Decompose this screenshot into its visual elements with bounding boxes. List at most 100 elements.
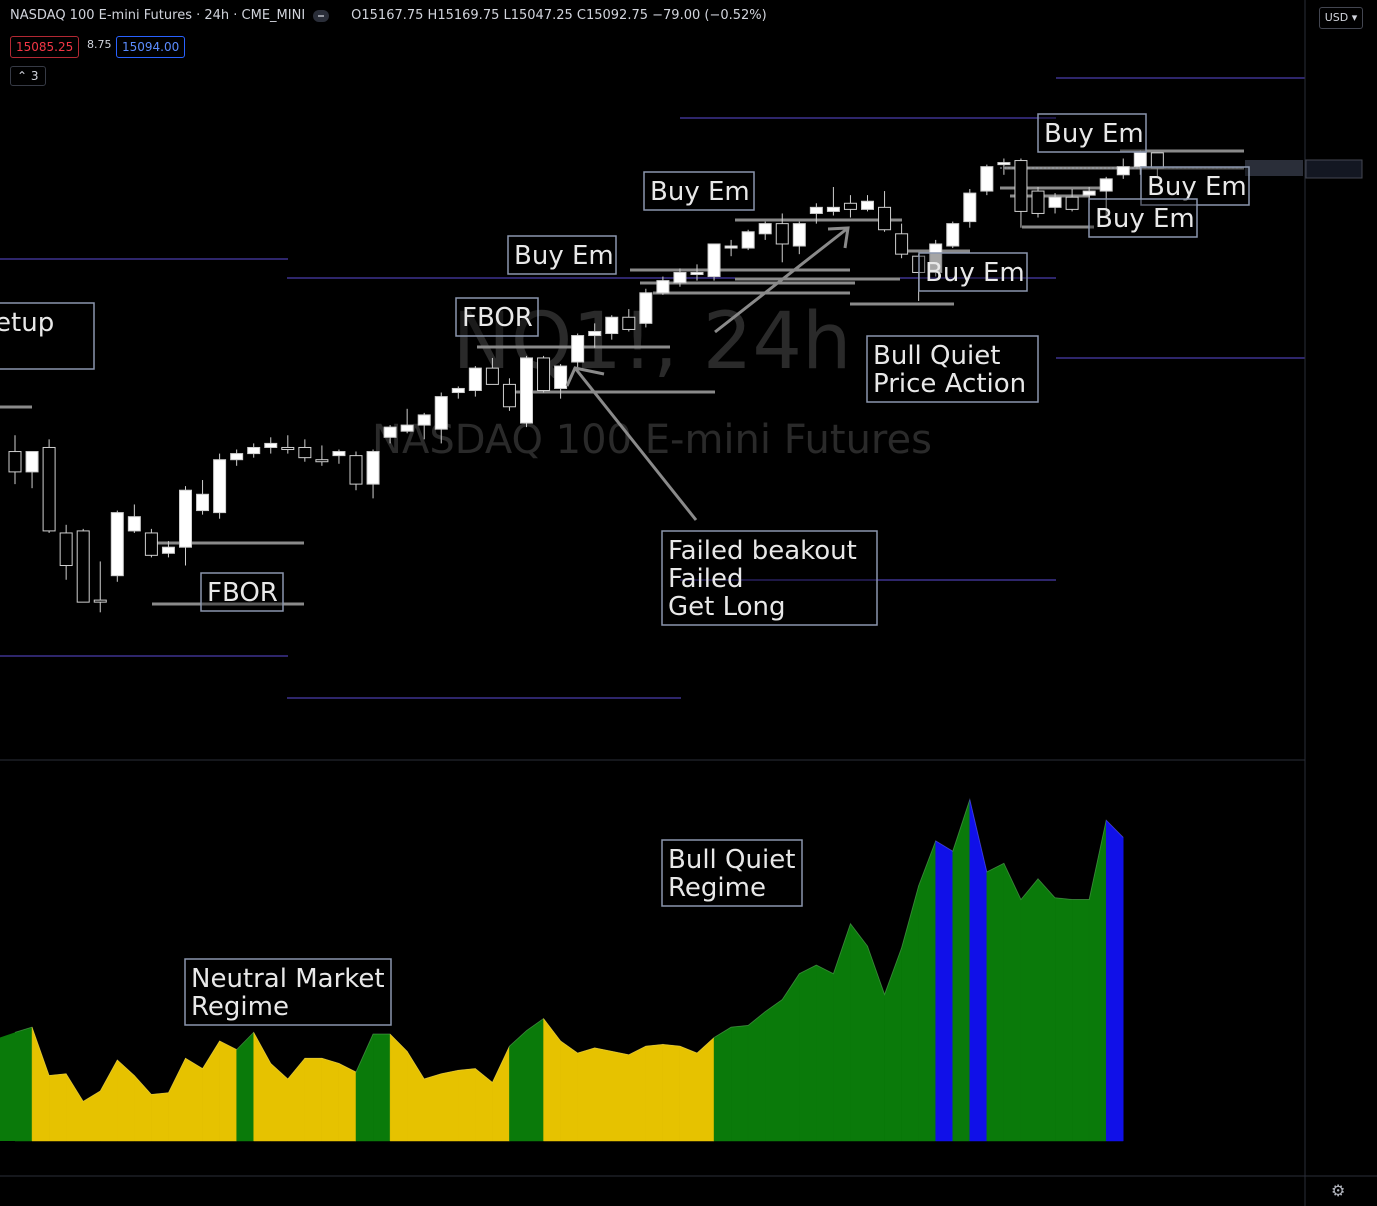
regime-area-segment bbox=[816, 964, 834, 1142]
candle-body bbox=[298, 446, 312, 459]
candle-body bbox=[758, 223, 772, 235]
candle-body bbox=[741, 231, 755, 249]
candle-body bbox=[929, 243, 943, 273]
candle-body bbox=[707, 243, 721, 278]
candle-body bbox=[571, 335, 585, 363]
regime-area-segment bbox=[14, 1026, 33, 1142]
candle-body bbox=[264, 442, 278, 448]
candle-body bbox=[400, 424, 414, 432]
watermark-name: NASDAQ 100 E-mini Futures bbox=[372, 417, 932, 463]
indicator-pane[interactable] bbox=[0, 797, 1124, 1142]
candle-body bbox=[520, 357, 533, 424]
arrow-line bbox=[573, 367, 698, 521]
candle-body bbox=[861, 200, 874, 210]
candle-body bbox=[247, 446, 261, 455]
regime-area-segment bbox=[458, 1068, 476, 1142]
regime-area-segment bbox=[287, 1057, 306, 1142]
currency-select[interactable]: USD ▾ bbox=[1319, 7, 1363, 29]
regime-area-segment bbox=[270, 1062, 289, 1142]
regime-area-segment bbox=[1054, 897, 1073, 1142]
candle-body bbox=[1082, 190, 1096, 196]
candle-body bbox=[1099, 178, 1113, 192]
legend-header: NASDAQ 100 E-mini Futures · 24h · CME_MI… bbox=[10, 8, 767, 23]
candle-body bbox=[144, 532, 158, 556]
regime-area-segment bbox=[696, 1036, 715, 1142]
regime-area-segment bbox=[918, 840, 936, 1142]
candle-body bbox=[196, 493, 210, 512]
regime-area-segment bbox=[611, 1050, 630, 1142]
annotation-frame bbox=[507, 235, 617, 275]
regime-area-segment bbox=[423, 1073, 442, 1142]
price-pane[interactable] bbox=[0, 77, 1305, 699]
candle-body bbox=[468, 367, 482, 391]
regime-area-segment bbox=[236, 1031, 254, 1142]
regime-area-segment bbox=[935, 840, 953, 1142]
candle-body bbox=[980, 166, 994, 192]
regime-area-segment bbox=[389, 1033, 408, 1142]
candle-body bbox=[878, 206, 892, 231]
regime-area-segment bbox=[747, 1011, 766, 1142]
eye-icon[interactable] bbox=[313, 9, 330, 22]
candle-body bbox=[554, 365, 568, 389]
candle-body bbox=[179, 489, 192, 548]
candle-body bbox=[1014, 160, 1028, 212]
annotation-box: FBOR bbox=[200, 572, 284, 612]
candle-body bbox=[25, 451, 39, 473]
regime-area-segment bbox=[31, 1027, 50, 1142]
candle-body bbox=[8, 451, 22, 473]
candle-body bbox=[1031, 190, 1045, 214]
candle-body bbox=[622, 316, 636, 330]
symbol-title[interactable]: NASDAQ 100 E-mini Futures · 24h · CME_MI… bbox=[10, 8, 306, 23]
arrow-head bbox=[565, 366, 605, 387]
annotation-frame bbox=[1037, 113, 1147, 153]
spread-value: 8.75 bbox=[87, 38, 112, 51]
regime-area-segment bbox=[117, 1059, 135, 1142]
candle-body bbox=[434, 396, 448, 430]
ask-price-button[interactable]: 15094.00 bbox=[116, 36, 186, 58]
annotation-frame bbox=[661, 530, 878, 626]
chevron-down-icon: ▾ bbox=[1351, 11, 1358, 24]
regime-area-segment bbox=[355, 1033, 374, 1142]
annotation-text: Price Action bbox=[873, 369, 1026, 399]
regime-area-segment bbox=[1105, 819, 1124, 1142]
regime-area-segment bbox=[884, 947, 902, 1142]
price-tag-bg bbox=[1305, 159, 1363, 179]
candle-body bbox=[605, 316, 619, 335]
regime-area-segment bbox=[185, 1057, 203, 1142]
candle-body bbox=[946, 223, 960, 247]
candle-body bbox=[485, 367, 499, 385]
arrow-line bbox=[714, 226, 849, 334]
annotation-box: Buy Em bbox=[643, 171, 755, 211]
candle-body bbox=[451, 387, 465, 394]
candle-body bbox=[963, 192, 977, 223]
annotation-text: Buy Em bbox=[1095, 204, 1195, 234]
indicator-count: 3 bbox=[30, 69, 39, 83]
gear-icon[interactable]: ⚙ bbox=[1331, 1181, 1346, 1200]
annotation-text: Buy Em bbox=[925, 258, 1025, 288]
annotation-frame bbox=[918, 252, 1028, 292]
regime-area-segment bbox=[338, 1062, 357, 1142]
regime-area-segment bbox=[219, 1040, 237, 1142]
regime-area-segment bbox=[100, 1059, 118, 1142]
candle-body bbox=[315, 459, 329, 463]
current-price-tag bbox=[1245, 159, 1363, 179]
indicators-toggle[interactable]: ⌃ 3 bbox=[10, 66, 46, 86]
regime-area-segment bbox=[1003, 863, 1022, 1142]
candle-body bbox=[775, 223, 789, 245]
candle-body bbox=[1116, 166, 1130, 176]
regime-area-segment bbox=[713, 1026, 732, 1142]
regime-area-segment bbox=[764, 999, 783, 1142]
regime-line bbox=[14, 797, 1124, 1103]
regime-area-segment bbox=[1020, 878, 1039, 1142]
regime-area-segment bbox=[594, 1047, 612, 1142]
regime-area-segment bbox=[82, 1090, 101, 1142]
regime-area-segment bbox=[782, 972, 800, 1142]
annotation-frame bbox=[643, 171, 755, 211]
bid-price-button[interactable]: 15085.25 bbox=[10, 36, 80, 58]
candle-body bbox=[588, 330, 602, 337]
